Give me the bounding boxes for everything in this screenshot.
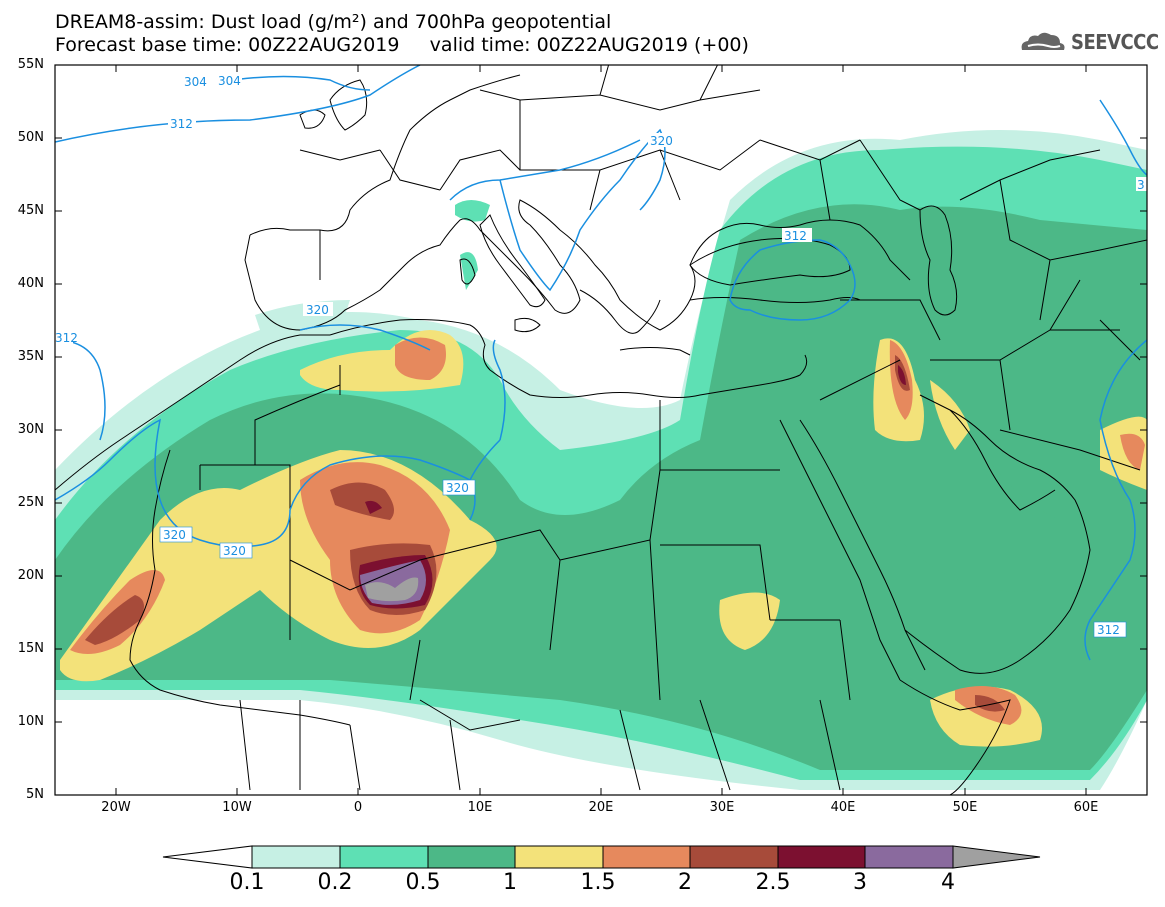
lon-label: 30E [709,800,735,815]
logo-text: SEEVCCC [1071,30,1159,54]
lat-label: 20N [17,568,44,583]
lat-label: 15N [17,641,44,656]
svg-text:304: 304 [218,74,241,88]
svg-text:320: 320 [650,134,673,148]
lon-label: 20W [101,800,131,815]
svg-text:312: 312 [1097,623,1120,637]
lon-label: 10W [222,800,252,815]
legend-segment [864,845,954,869]
contour-label: 320 [442,479,476,496]
svg-text:320: 320 [163,528,186,542]
legend-segment [952,845,1041,869]
contour-label: 304 [216,73,242,88]
legend-label: 3 [853,870,867,895]
contour-label: 304 [182,74,212,89]
svg-text:304: 304 [184,75,207,89]
contour-label: 3 [1136,177,1147,192]
legend-label: 1 [503,870,517,895]
lat-label: 25N [17,495,44,510]
lon-label: 40E [830,800,856,815]
lat-label: 35N [17,349,44,364]
lat-label: 10N [17,714,44,729]
legend-label: 2.5 [755,870,791,895]
lon-label: 10E [467,800,493,815]
legend-segment [162,845,253,869]
cloud-icon [1021,32,1065,50]
lon-label: 50E [952,800,978,815]
legend-label: 0.5 [405,870,441,895]
svg-text:312: 312 [784,229,807,243]
contour-label: 312 [168,116,196,131]
axis-ticks [55,64,1147,795]
contour-label: 312 [1093,621,1127,638]
coastlines [55,65,1147,795]
lon-label: 20E [588,800,614,815]
legend-segment [777,845,866,869]
svg-text:320: 320 [223,544,246,558]
legend-label: 0.2 [317,870,353,895]
svg-text:3: 3 [1137,178,1145,192]
legend-label: 2 [678,870,692,895]
lon-label: 0 [353,800,363,815]
contour-label: 312 [55,330,78,345]
lat-label: 50N [17,130,44,145]
legend-segment [689,845,779,869]
legend-label: 0.1 [229,870,265,895]
legend-colorbar [162,845,1041,869]
contour-label: 320 [219,542,253,559]
legend-label: 4 [941,870,955,895]
lat-label: 45N [17,203,44,218]
legend-label: 1.5 [580,870,616,895]
legend-segment [514,845,604,869]
forecast-times: Forecast base time: 00Z22AUG2019 valid t… [55,34,749,56]
svg-text:312: 312 [55,331,78,345]
contour-label: 320 [159,526,193,543]
svg-text:320: 320 [306,303,329,317]
contour-label: 312 [782,228,812,243]
contour-labels: 304 304 312 320 320 312 320 320 320 312 … [55,73,1147,638]
map-title: DREAM8-assim: Dust load (g/m²) and 700hP… [55,11,612,33]
svg-text:320: 320 [446,481,469,495]
legend-segment [427,845,516,869]
legend-segment [602,845,691,869]
dust-field [55,130,1147,790]
lat-label: 5N [26,787,44,802]
lat-label: 30N [17,422,44,437]
contour-label: 320 [303,302,333,317]
svg-text:312: 312 [170,117,193,131]
lat-label: 40N [17,276,44,291]
lat-label: 55N [17,57,44,72]
lon-label: 60E [1073,800,1099,815]
legend-segment [339,845,429,869]
legend-segment [251,845,341,869]
contour-label: 320 [648,133,678,148]
